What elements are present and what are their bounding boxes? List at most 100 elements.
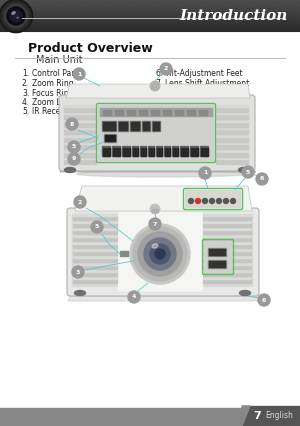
Bar: [152, 209, 158, 212]
Bar: [203, 258, 251, 262]
Bar: [199, 110, 207, 115]
Circle shape: [258, 294, 270, 306]
Polygon shape: [68, 296, 265, 301]
Circle shape: [7, 7, 25, 25]
Text: Power Socket: Power Socket: [165, 107, 216, 116]
Bar: [208, 248, 226, 256]
Circle shape: [202, 199, 208, 204]
Circle shape: [68, 141, 80, 153]
Bar: [73, 256, 117, 258]
Circle shape: [256, 173, 268, 185]
Circle shape: [138, 232, 182, 276]
Text: Zoom Lens: Zoom Lens: [32, 98, 74, 107]
Bar: [122, 146, 130, 156]
Bar: [203, 213, 251, 216]
Bar: [73, 251, 117, 255]
Bar: [203, 227, 251, 230]
Text: Main Unit: Main Unit: [36, 55, 82, 65]
Circle shape: [196, 199, 200, 204]
Text: Connections: Connections: [165, 98, 212, 107]
Bar: [209, 261, 225, 267]
Bar: [153, 122, 159, 130]
Bar: [73, 258, 117, 262]
FancyBboxPatch shape: [59, 95, 255, 171]
Text: Control Panel: Control Panel: [32, 69, 83, 78]
FancyBboxPatch shape: [204, 241, 232, 273]
Bar: [72, 214, 118, 286]
Bar: [216, 104, 248, 106]
Bar: [203, 230, 251, 234]
Bar: [203, 223, 251, 227]
Circle shape: [150, 81, 160, 91]
Text: 2.: 2.: [22, 79, 29, 88]
Bar: [64, 121, 96, 127]
Bar: [112, 146, 120, 156]
Bar: [152, 121, 160, 131]
Text: Input / Output: Input / Output: [165, 89, 219, 98]
Bar: [0, 27, 300, 29]
Bar: [73, 265, 117, 269]
Circle shape: [5, 5, 27, 27]
Ellipse shape: [64, 167, 76, 173]
Text: 6: 6: [262, 297, 266, 302]
Text: 3.: 3.: [22, 89, 29, 98]
Circle shape: [199, 167, 211, 179]
Bar: [216, 142, 248, 144]
Bar: [203, 270, 251, 272]
Bar: [102, 146, 110, 156]
Bar: [73, 227, 117, 230]
Text: Tilt-Adjustment Feet: Tilt-Adjustment Feet: [165, 69, 243, 78]
Bar: [73, 242, 117, 244]
Bar: [0, 4, 300, 6]
Bar: [216, 136, 248, 141]
Bar: [64, 157, 96, 159]
Circle shape: [230, 199, 236, 204]
Text: 1: 1: [203, 170, 207, 176]
Text: 9.: 9.: [155, 107, 162, 116]
Circle shape: [72, 266, 84, 278]
Bar: [172, 147, 178, 155]
Text: 4: 4: [132, 294, 136, 299]
Bar: [203, 251, 251, 255]
Bar: [73, 244, 117, 248]
Circle shape: [133, 227, 187, 281]
Bar: [120, 251, 128, 256]
Bar: [163, 110, 171, 115]
Bar: [140, 147, 146, 155]
Text: 5: 5: [95, 225, 99, 230]
Bar: [118, 121, 128, 131]
Bar: [0, 23, 300, 26]
Bar: [216, 144, 248, 149]
Bar: [131, 122, 139, 130]
Bar: [180, 146, 188, 156]
Bar: [64, 112, 96, 114]
Bar: [0, 28, 300, 30]
Bar: [202, 214, 252, 286]
Ellipse shape: [152, 244, 158, 248]
Text: 5: 5: [246, 170, 250, 175]
Bar: [64, 127, 96, 129]
Circle shape: [6, 6, 26, 26]
Ellipse shape: [12, 12, 15, 14]
Bar: [203, 244, 251, 248]
Bar: [64, 136, 96, 141]
Circle shape: [242, 166, 254, 178]
Bar: [242, 406, 300, 426]
Bar: [208, 260, 226, 268]
Bar: [0, 25, 300, 27]
Bar: [102, 121, 116, 131]
Bar: [148, 147, 154, 155]
Bar: [203, 276, 251, 279]
Bar: [0, 30, 300, 32]
Bar: [172, 146, 178, 156]
Bar: [0, 11, 300, 13]
Bar: [216, 150, 248, 152]
Bar: [73, 216, 117, 220]
Bar: [0, 17, 300, 19]
Circle shape: [188, 199, 194, 204]
Bar: [216, 159, 248, 164]
Polygon shape: [75, 186, 252, 211]
Text: 2: 2: [164, 66, 168, 72]
Bar: [103, 110, 111, 115]
Text: 1: 1: [77, 72, 81, 77]
